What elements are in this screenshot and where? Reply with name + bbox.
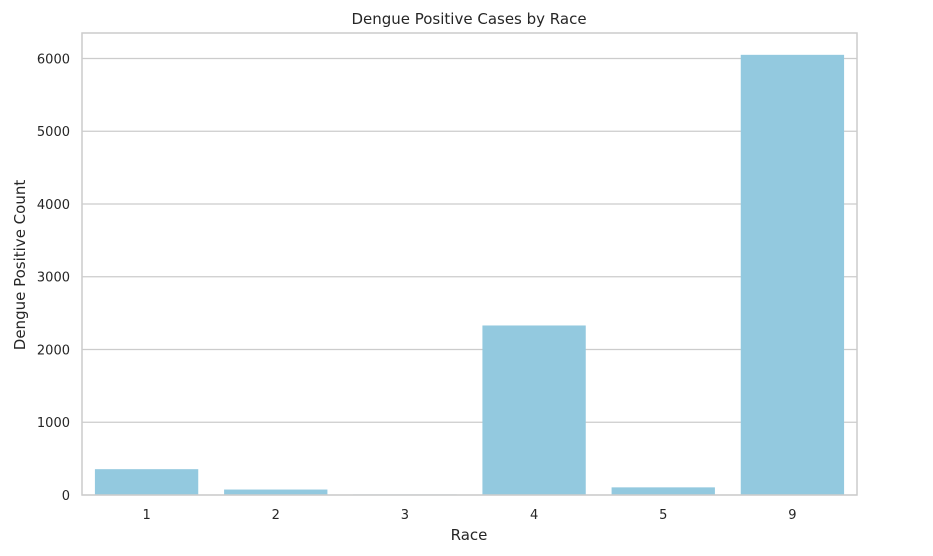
bar-race-4 <box>482 325 586 495</box>
bar-race-2 <box>224 489 328 495</box>
x-tick-label: 1 <box>142 508 150 523</box>
x-tick-labels: 1 2 3 4 5 9 <box>142 508 796 523</box>
y-tick-label: 1000 <box>37 416 70 431</box>
y-tick-label: 4000 <box>37 198 70 213</box>
y-tick-label: 2000 <box>37 343 70 358</box>
y-tick-label: 5000 <box>37 125 70 140</box>
x-tick-label: 3 <box>401 508 409 523</box>
y-axis-label: Dengue Positive Count <box>11 180 29 351</box>
y-tick-label: 6000 <box>37 52 70 67</box>
bar-race-9 <box>740 54 845 495</box>
x-axis-label: Race <box>451 526 488 544</box>
y-tick-label: 0 <box>62 489 70 504</box>
gridlines <box>82 57 857 496</box>
y-tick-labels: 0 1000 2000 3000 4000 5000 6000 <box>37 52 70 504</box>
plot-frame <box>81 32 858 496</box>
y-tick-label: 3000 <box>37 271 70 286</box>
x-tick-label: 2 <box>272 508 280 523</box>
bars <box>94 54 845 495</box>
bar-race-1 <box>94 469 199 495</box>
chart-title: Dengue Positive Cases by Race <box>351 10 586 28</box>
bar-race-5 <box>611 487 715 495</box>
x-tick-label: 5 <box>659 508 667 523</box>
x-tick-label: 4 <box>530 508 538 523</box>
x-tick-label: 9 <box>788 508 796 523</box>
